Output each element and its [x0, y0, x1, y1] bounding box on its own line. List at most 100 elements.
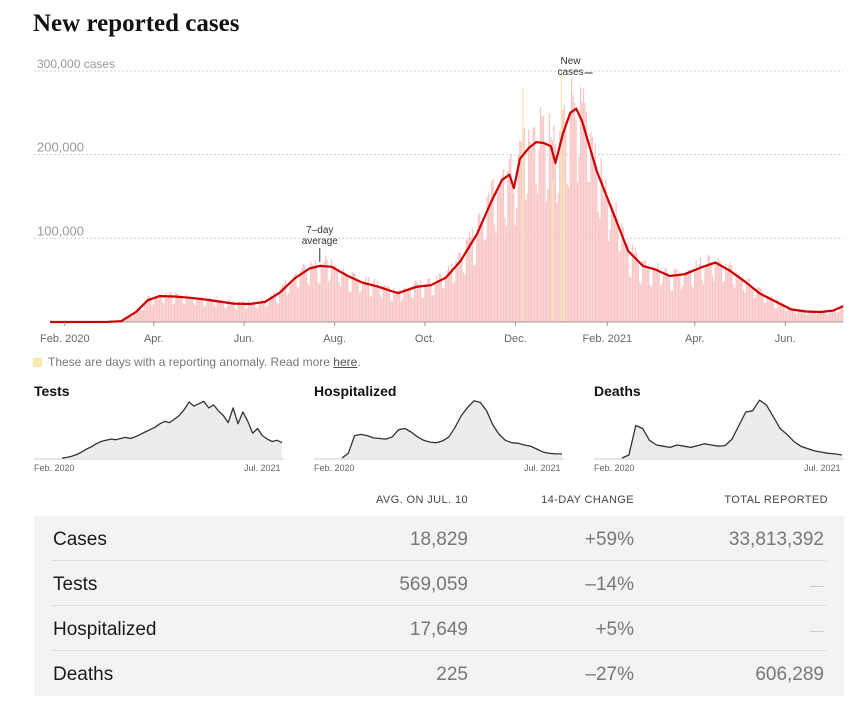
- case-bar: [594, 143, 596, 322]
- case-bar: [554, 144, 556, 322]
- case-bar: [428, 278, 430, 322]
- case-bar: [419, 280, 422, 322]
- case-bar: [470, 237, 472, 322]
- case-bar: [274, 294, 276, 322]
- case-bar: [194, 305, 196, 322]
- main-cases-chart: Feb. 2020 Apr. Jun. Aug. Oct. Dec. Feb. 2021 Ap…: [34, 56, 844, 345]
- row-divider: [52, 650, 826, 651]
- case-bar: [246, 308, 248, 322]
- case-bar: [707, 254, 709, 322]
- case-bar: [646, 268, 648, 322]
- case-bar: [636, 252, 638, 322]
- case-bar: [611, 203, 613, 322]
- case-bar: [295, 272, 297, 322]
- case-bar: [252, 301, 254, 322]
- case-bar: [674, 268, 677, 322]
- case-bar: [492, 178, 494, 322]
- row-change: –27%: [585, 664, 634, 685]
- case-bar: [812, 311, 814, 322]
- case-bar: [719, 260, 721, 322]
- case-bar: [621, 223, 623, 322]
- case-bar: [261, 298, 263, 322]
- case-bar: [446, 270, 448, 322]
- case-bar: [464, 274, 466, 322]
- case-bar: [234, 308, 236, 322]
- case-bar: [335, 265, 337, 322]
- case-bar: [676, 269, 678, 322]
- case-bar: [271, 297, 273, 322]
- case-bar: [387, 286, 389, 322]
- case-bar: [840, 305, 843, 322]
- case-bar: [828, 308, 831, 322]
- case-bar: [418, 284, 420, 322]
- header-avg: AVG. ON JUL. 10: [376, 494, 468, 506]
- case-bar: [142, 309, 144, 322]
- case-bar: [572, 95, 574, 322]
- read-more-link[interactable]: here: [333, 355, 358, 369]
- case-bar: [747, 278, 749, 322]
- case-bar: [424, 284, 426, 322]
- case-bar: [510, 154, 512, 322]
- row-total: 606,289: [755, 664, 824, 685]
- tests-x-start: Feb. 2020: [34, 463, 75, 473]
- case-bar: [273, 292, 275, 322]
- case-bar: [785, 311, 788, 322]
- case-bar: [833, 309, 835, 322]
- case-bar: [753, 298, 755, 322]
- case-bar: [421, 297, 423, 322]
- case-bar: [277, 303, 279, 322]
- case-bar: [759, 288, 761, 322]
- case-bar: [781, 302, 783, 322]
- x-tick-label: Oct.: [415, 333, 435, 345]
- case-bar: [187, 297, 189, 322]
- case-bar: [790, 309, 792, 322]
- case-bar: [385, 286, 387, 322]
- daily-case-bars: [50, 71, 844, 323]
- case-bar: [356, 278, 358, 322]
- case-bar: [791, 308, 794, 322]
- case-bar: [276, 302, 278, 322]
- case-bar: [157, 295, 159, 322]
- case-bar: [588, 181, 591, 322]
- case-bar: [241, 301, 244, 322]
- case-bar: [427, 278, 429, 322]
- case-bar: [279, 291, 281, 322]
- case-bar: [440, 274, 442, 322]
- case-bar: [788, 308, 791, 322]
- case-bar: [155, 297, 158, 322]
- case-bar: [461, 261, 463, 322]
- case-bar: [450, 263, 453, 322]
- case-bar: [701, 279, 703, 322]
- case-bar: [342, 268, 345, 322]
- case-bar: [837, 312, 840, 322]
- case-bar: [618, 252, 620, 322]
- case-bar: [520, 141, 522, 322]
- case-bar: [651, 286, 653, 322]
- case-bar: [691, 285, 693, 322]
- case-bar: [456, 265, 459, 322]
- case-bar: [287, 292, 290, 322]
- case-bar: [545, 201, 548, 322]
- case-bar: [737, 277, 739, 322]
- case-bar: [616, 218, 619, 322]
- case-bar: [453, 281, 456, 322]
- case-bar: [528, 129, 530, 322]
- case-bar: [158, 294, 161, 322]
- case-bar: [834, 308, 837, 322]
- deaths-x-end: Jul. 2021: [804, 463, 841, 473]
- case-bar: [664, 267, 666, 322]
- case-bar: [547, 189, 549, 322]
- case-bar: [360, 290, 362, 322]
- case-bar: [256, 307, 259, 322]
- row-change: +59%: [584, 529, 634, 550]
- case-bar: [556, 203, 558, 322]
- case-bar: [769, 299, 771, 322]
- case-bar: [668, 278, 671, 322]
- case-bar: [750, 283, 752, 322]
- case-bar: [436, 275, 438, 322]
- hospitalized-x-start: Feb. 2020: [314, 463, 355, 473]
- case-bar: [382, 285, 385, 322]
- case-bar: [170, 292, 173, 322]
- case-bar: [704, 268, 706, 322]
- case-bar: [622, 227, 625, 322]
